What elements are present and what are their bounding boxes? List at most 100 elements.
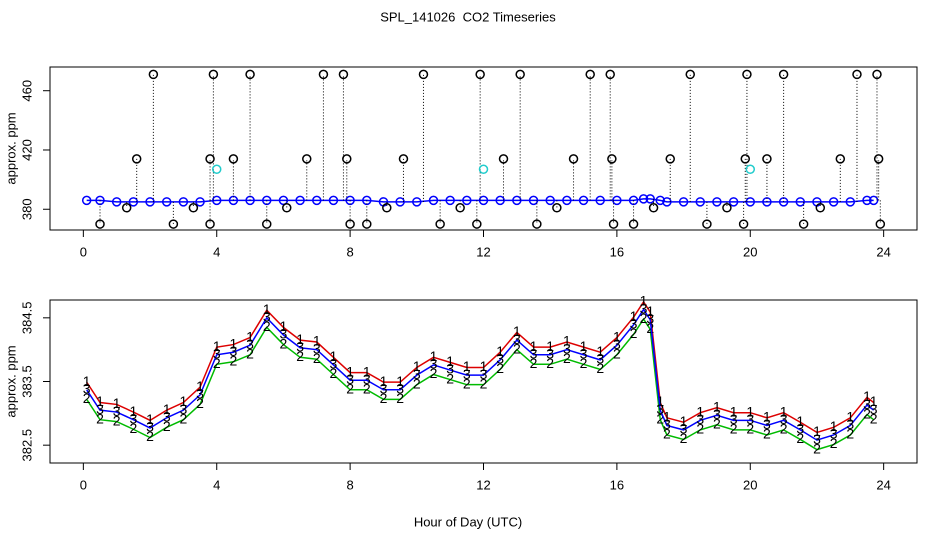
point-glyph: 2 (863, 405, 871, 421)
point (568, 154, 579, 164)
point-glyph: 2 (713, 416, 721, 432)
point (472, 219, 482, 229)
point-glyph: 2 (630, 325, 638, 341)
y-tick-label: 384.5 (19, 302, 34, 335)
point-glyph: 3 (613, 336, 621, 352)
point (868, 195, 879, 206)
point-glyph: 2 (696, 421, 704, 437)
chart-title: SPL_141026 CO2 Timeseries (380, 9, 556, 24)
point-glyph: 2 (846, 426, 854, 442)
point (608, 219, 619, 229)
point-glyph: 3 (663, 416, 671, 432)
y-tick-label: 380 (19, 198, 34, 220)
point-glyph: 1 (496, 343, 504, 359)
point-glyph: 2 (396, 390, 404, 406)
x-tick-label: 12 (476, 244, 490, 259)
point (552, 203, 562, 213)
point-glyph: 3 (746, 411, 754, 427)
point (545, 195, 555, 206)
point (342, 154, 352, 164)
point-glyph: 1 (330, 348, 338, 364)
point-glyph: 2 (613, 345, 621, 361)
point (862, 195, 872, 206)
point-glyph: 3 (246, 336, 254, 352)
point (318, 69, 329, 80)
point-glyph: 2 (446, 370, 454, 386)
point (678, 197, 689, 207)
point-glyph: 1 (696, 403, 704, 419)
point-glyph: 3 (179, 401, 187, 417)
y-axis-label: approx. ppm (3, 112, 18, 184)
point (795, 197, 806, 207)
x-axis-label: Hour of Day (UTC) (414, 514, 522, 529)
point (762, 154, 772, 164)
point-glyph: 2 (83, 390, 91, 406)
point-glyph: 3 (813, 431, 821, 447)
point-glyph: 3 (596, 351, 604, 367)
point-glyph: 3 (146, 419, 154, 435)
point (178, 197, 189, 207)
point (815, 203, 826, 213)
point-glyph: 3 (313, 340, 321, 356)
point-glyph: 3 (129, 410, 137, 426)
x-tick-label: 16 (610, 477, 624, 492)
x-tick-label: 24 (876, 477, 890, 492)
point (228, 154, 239, 164)
point-glyph: 2 (430, 365, 438, 381)
point (312, 195, 322, 206)
point-glyph: 2 (230, 352, 238, 368)
point (498, 154, 509, 164)
point (395, 197, 405, 207)
point (740, 154, 751, 164)
point-glyph: 3 (580, 345, 588, 361)
point-glyph: 1 (446, 353, 454, 369)
x-tick-label: 8 (346, 244, 353, 259)
point (475, 69, 485, 80)
point-glyph: 2 (179, 410, 187, 426)
point (121, 203, 132, 213)
point (872, 69, 882, 80)
point (455, 203, 465, 213)
point-glyph: 1 (196, 378, 204, 394)
point (128, 197, 139, 207)
point-glyph: 1 (663, 408, 671, 424)
point (835, 154, 846, 164)
point-glyph: 1 (430, 348, 438, 364)
point (111, 197, 122, 207)
point-glyph: 3 (96, 401, 104, 417)
point-glyph: 1 (846, 408, 854, 424)
point (462, 195, 472, 206)
point (295, 195, 305, 206)
point-glyph: 1 (546, 338, 554, 354)
point-glyph: 1 (596, 343, 604, 359)
point (655, 195, 665, 206)
x-tick-label: 12 (476, 477, 490, 492)
point-glyph: 3 (430, 356, 438, 372)
point (828, 197, 839, 207)
point-glyph: 3 (496, 351, 504, 367)
point (302, 154, 312, 164)
point-glyph: 2 (496, 360, 504, 376)
x-tick-label: 8 (346, 477, 353, 492)
point-glyph: 1 (296, 331, 304, 347)
x-tick-label: 4 (213, 477, 220, 492)
point-glyph: 1 (680, 413, 688, 429)
point-glyph: 1 (480, 358, 488, 374)
point-glyph: 1 (83, 373, 91, 389)
point-glyph: 2 (763, 426, 771, 442)
x-tick-label: 20 (743, 244, 757, 259)
point (205, 154, 215, 164)
point (188, 203, 199, 213)
point-glyph: 1 (870, 393, 878, 409)
point-glyph: 2 (663, 426, 671, 442)
x-tick-label: 4 (213, 244, 220, 259)
point (208, 69, 219, 80)
point-glyph: 2 (280, 335, 288, 351)
point-glyph: 1 (113, 395, 121, 411)
x-tick-label: 0 (80, 477, 87, 492)
point (345, 219, 355, 229)
point (435, 219, 445, 229)
point-glyph: 2 (263, 318, 271, 334)
point (722, 203, 732, 213)
point (742, 69, 752, 80)
